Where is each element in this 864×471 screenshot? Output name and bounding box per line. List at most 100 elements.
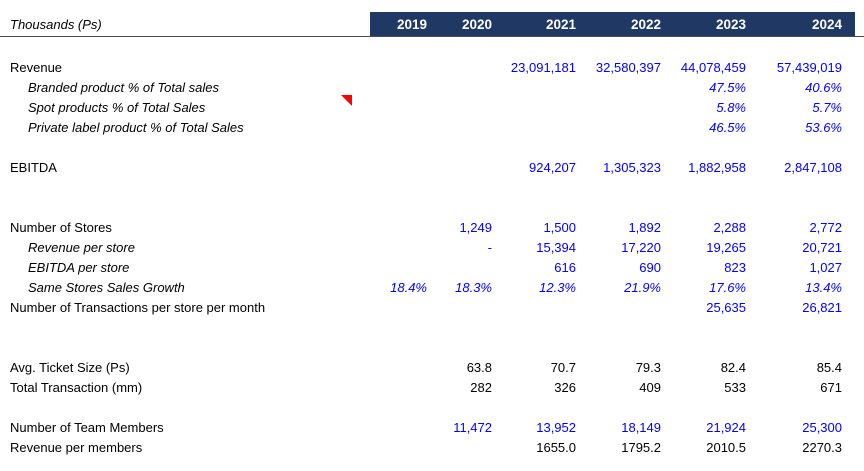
cell-2023[interactable]: 1,882,958	[688, 159, 746, 175]
cell-2021[interactable]	[495, 117, 579, 137]
cell-2023[interactable]: 46.5%	[709, 119, 746, 135]
cell-2020[interactable]	[430, 257, 495, 277]
cell-2024[interactable]: 1,027	[809, 259, 842, 275]
row-label[interactable]: EBITDA per store	[28, 259, 130, 275]
cell-2022[interactable]: 79.3	[635, 359, 661, 375]
cell-2022[interactable]: 1,305,323	[603, 159, 661, 175]
cell-2023[interactable]: 82.4	[720, 359, 746, 375]
cell-2019[interactable]	[370, 217, 430, 237]
cell-2020[interactable]	[430, 77, 495, 97]
cell-2019[interactable]	[370, 257, 430, 277]
cell-2024[interactable]: 85.4	[816, 359, 842, 375]
cell-2019[interactable]	[370, 237, 430, 257]
cell-2024[interactable]: 2,772	[809, 219, 842, 235]
cell-2020[interactable]: 1,249	[459, 219, 492, 235]
cell-2023[interactable]: 5.8%	[716, 99, 746, 115]
cell-2024[interactable]: 40.6%	[805, 79, 842, 95]
cell-2024[interactable]: 13.4%	[805, 279, 842, 295]
row-label[interactable]: Revenue per store	[28, 239, 135, 255]
cell-2020[interactable]: 63.8	[466, 359, 492, 375]
cell-2023[interactable]: 21,924	[706, 419, 746, 435]
cell-2019[interactable]: 18.4%	[390, 279, 427, 295]
cell-2023[interactable]: 19,265	[706, 239, 746, 255]
cell-2023[interactable]: 44,078,459	[680, 59, 746, 75]
cell-2019[interactable]	[370, 97, 430, 117]
cell-2019[interactable]	[370, 417, 430, 437]
cell-2021[interactable]	[495, 297, 579, 317]
cell-2021[interactable]: 1,500	[543, 219, 576, 235]
row-label[interactable]: Revenue	[10, 59, 63, 75]
cell-2019[interactable]	[370, 117, 430, 137]
row-label[interactable]: Branded product % of Total sales	[28, 79, 220, 95]
cell-2022[interactable]: 17,220	[621, 239, 661, 255]
row-label[interactable]: Private label product % of Total Sales	[28, 119, 244, 135]
cell-2020[interactable]	[430, 117, 495, 137]
comment-indicator-icon[interactable]	[341, 95, 352, 106]
row-label[interactable]: Spot products % of Total Sales	[0, 95, 370, 117]
row-label[interactable]: Number of Transactions per store per mon…	[10, 299, 266, 315]
cell-2019[interactable]	[370, 377, 430, 397]
year-header-2021[interactable]: 2021	[495, 12, 579, 36]
row-label[interactable]: Revenue per members	[10, 439, 143, 455]
cell-2021[interactable]: 23,091,181	[510, 59, 576, 75]
cell-2021[interactable]	[495, 97, 579, 117]
cell-2022[interactable]: 32,580,397	[595, 59, 661, 75]
cell-2019[interactable]	[370, 77, 430, 97]
cell-2024[interactable]: 26,821	[802, 299, 842, 315]
cell-2020[interactable]	[430, 297, 495, 317]
cell-2020[interactable]	[430, 437, 495, 457]
cell-2023[interactable]: 2010.5	[706, 439, 746, 455]
cell-2022[interactable]	[579, 297, 664, 317]
cell-2020[interactable]: -	[487, 239, 492, 255]
year-header-2019[interactable]: 2019	[370, 12, 430, 36]
cell-2022[interactable]	[579, 117, 664, 137]
cell-2022[interactable]: 18,149	[621, 419, 661, 435]
year-header-2022[interactable]: 2022	[579, 12, 664, 36]
row-label[interactable]: Same Stores Sales Growth	[28, 279, 185, 295]
cell-2021[interactable]: 12.3%	[539, 279, 576, 295]
cell-2024[interactable]: 57,439,019	[776, 59, 842, 75]
cell-2020[interactable]	[430, 157, 495, 177]
cell-2022[interactable]: 1,892	[628, 219, 661, 235]
cell-2023[interactable]: 47.5%	[709, 79, 746, 95]
cell-2019[interactable]	[370, 297, 430, 317]
cell-2023[interactable]: 25,635	[706, 299, 746, 315]
cell-2019[interactable]	[370, 437, 430, 457]
cell-2022[interactable]	[579, 97, 664, 117]
year-header-2024[interactable]: 2024	[749, 12, 855, 36]
cell-2019[interactable]	[370, 157, 430, 177]
cell-2023[interactable]: 533	[724, 379, 746, 395]
year-header-2023[interactable]: 2023	[664, 12, 749, 36]
cell-2024[interactable]: 2270.3	[802, 439, 842, 455]
cell-2020[interactable]: 282	[470, 379, 492, 395]
cell-2021[interactable]: 70.7	[550, 359, 576, 375]
cell-2020[interactable]	[430, 57, 495, 77]
cell-2020[interactable]: 18.3%	[455, 279, 492, 295]
cell-2023[interactable]: 823	[724, 259, 746, 275]
cell-2021[interactable]: 15,394	[536, 239, 576, 255]
row-label[interactable]: Number of Stores	[10, 219, 112, 235]
cell-2024[interactable]: 5.7%	[812, 99, 842, 115]
row-label[interactable]: EBITDA	[10, 159, 57, 175]
cell-2023[interactable]: 2,288	[713, 219, 746, 235]
cell-2021[interactable]: 326	[554, 379, 576, 395]
cell-2020[interactable]	[430, 97, 495, 117]
cell-2020[interactable]: 11,472	[453, 419, 492, 435]
cell-2024[interactable]: 2,847,108	[784, 159, 842, 175]
cell-2022[interactable]: 21.9%	[624, 279, 661, 295]
cell-2024[interactable]: 25,300	[802, 419, 842, 435]
cell-2021[interactable]	[495, 77, 579, 97]
cell-2022[interactable]: 690	[639, 259, 661, 275]
cell-2024[interactable]: 20,721	[802, 239, 842, 255]
cell-2021[interactable]: 616	[554, 259, 576, 275]
row-label[interactable]: Total Transaction (mm)	[10, 379, 143, 395]
cell-2022[interactable]: 409	[639, 379, 661, 395]
cell-2019[interactable]	[370, 57, 430, 77]
cell-2024[interactable]: 53.6%	[805, 119, 842, 135]
cell-2021[interactable]: 924,207	[529, 159, 576, 175]
cell-2024[interactable]: 671	[820, 379, 842, 395]
cell-2023[interactable]: 17.6%	[709, 279, 746, 295]
cell-2022[interactable]	[579, 77, 664, 97]
cell-2022[interactable]: 1795.2	[621, 439, 661, 455]
row-label[interactable]: Avg. Ticket Size (Ps)	[10, 359, 130, 375]
